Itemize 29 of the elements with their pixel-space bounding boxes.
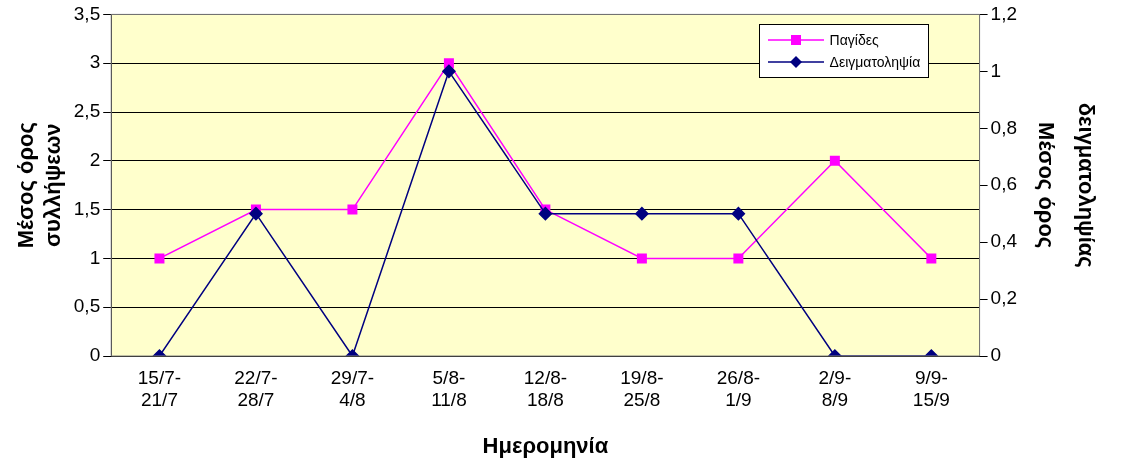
y-tick-label: 0 [89, 344, 101, 366]
y-tick-label: 3,5 [73, 2, 101, 24]
y2-axis-title: Μέσος όρος δειγματοληψίας [1033, 102, 1099, 268]
x-tick-label: 29/7- 4/8 [330, 366, 375, 411]
x-tick-label: 9/9- 15/9 [912, 366, 950, 411]
y-tick-label: 2 [89, 149, 101, 171]
y-tick-label: 0,5 [73, 295, 101, 317]
y2-tick-label: 0,8 [990, 116, 1018, 138]
y-tick-label: 2,5 [73, 100, 101, 122]
y2-tick-label: 0,2 [990, 287, 1018, 309]
x-axis-title: Ημερομηνία [482, 432, 609, 458]
x-tick-label: 15/7- 21/7 [137, 366, 182, 411]
x-tick-label: 22/7- 28/7 [234, 366, 278, 411]
x-tick-label: 19/8- 25/8 [620, 366, 664, 411]
legend-label: Παγίδες [829, 32, 879, 49]
y-axis-title: Μέσος όρος συλλήψεων [13, 122, 65, 249]
y2-tick-label: 0,4 [990, 230, 1018, 252]
y-tick-label: 1 [89, 246, 101, 268]
x-tick-label: 2/9- 8/9 [818, 366, 852, 411]
x-tick-label: 5/8- 11/8 [431, 366, 467, 411]
x-tick-label: 26/8- 1/9 [716, 366, 761, 411]
y-tick-label: 3 [89, 51, 101, 73]
x-tick-label: 12/8- 18/8 [523, 366, 568, 411]
y2-tick-label: 0 [990, 344, 1002, 366]
legend-label: Δειγματοληψία [829, 54, 921, 71]
y2-tick-label: 0,6 [990, 173, 1018, 195]
y2-tick-label: 1 [990, 59, 1002, 81]
y-tick-label: 1,5 [73, 197, 101, 219]
y2-tick-label: 1,2 [990, 2, 1018, 24]
